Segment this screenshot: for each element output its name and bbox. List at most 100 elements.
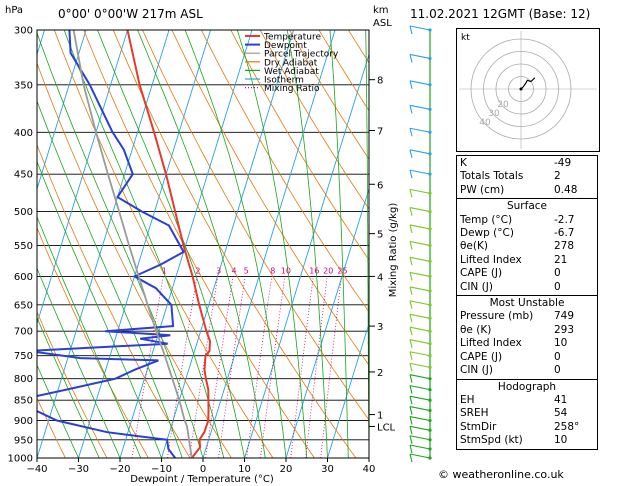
hodograph-indices-box: Hodograph EH 41 SREH 54 StmDir 258° StmSpd (kt… — [456, 379, 598, 450]
height-tick-label: 7 — [377, 126, 383, 137]
hodograph-index-row: EH 41 — [460, 394, 594, 407]
wind-barb — [409, 271, 431, 277]
mixing-ratio-line — [246, 276, 273, 458]
unstable-index-row: CAPE (J) 0 — [460, 351, 594, 364]
wind-barb-point — [428, 259, 432, 263]
wind-barb-point — [428, 172, 432, 176]
wind-barb — [409, 374, 431, 380]
wind-barb — [409, 169, 431, 175]
hodograph-index-row: SREH 54 — [460, 407, 594, 420]
unstable-index-label: CAPE (J) — [460, 350, 503, 363]
pressure-tick-label: 1000 — [8, 454, 33, 465]
surface-index-row: Lifted Index 21 — [460, 254, 594, 267]
wind-barb-flag — [409, 444, 413, 454]
x-tick-label: 10 — [238, 464, 251, 475]
wind-barb — [409, 104, 431, 110]
isotherm-line — [37, 30, 87, 191]
wind-barb — [409, 25, 431, 31]
basic-index-value: -49 — [554, 157, 572, 169]
dry-adiabat-line — [37, 226, 149, 458]
dry-adiabat-line — [171, 30, 369, 366]
wind-barb-flag — [409, 286, 413, 296]
wind-barb-flag — [409, 385, 413, 394]
pressure-tick-label: 450 — [14, 170, 33, 181]
isotherm-line — [37, 30, 170, 458]
wind-barb-flag — [409, 426, 413, 435]
wet-adiabat-line — [365, 30, 369, 458]
dry-adiabat-line — [37, 311, 108, 458]
wind-barb — [409, 416, 431, 422]
hodograph-index-row: StmDir 258° — [460, 421, 594, 434]
x-tick-label: 20 — [280, 464, 293, 475]
unstable-index-row: Pressure (mb) 749 — [460, 310, 594, 323]
dry-adiabat-line — [112, 30, 357, 458]
surface-index-row: CAPE (J) 0 — [460, 267, 594, 280]
height-tick-label: 3 — [377, 322, 383, 333]
hodograph-ring-label: 40 — [479, 118, 491, 128]
wind-barb-flag — [409, 224, 413, 234]
wind-barb-point — [428, 398, 432, 402]
wet-adiabat-line — [63, 30, 225, 458]
height-tick-label: 1 — [377, 411, 383, 422]
basic-index-row: K -49 — [460, 157, 594, 170]
hodograph-index-label: SREH — [460, 407, 489, 420]
wind-barb-point — [428, 83, 432, 87]
height-tick-label: 5 — [377, 230, 383, 241]
mixing-ratio-label: 5 — [244, 266, 249, 275]
hpa-unit-label: hPa — [5, 5, 23, 16]
wind-barb-point — [428, 354, 432, 358]
wind-barb-flag — [409, 170, 413, 179]
mixing-ratio-line — [189, 276, 219, 458]
wind-barb-point — [428, 377, 432, 381]
pressure-tick-label: 950 — [14, 435, 33, 446]
dry-adiabat-line — [142, 30, 369, 421]
mixing-ratio-label: 3 — [216, 266, 221, 275]
wind-barb-point — [428, 56, 432, 61]
wind-barb-point — [428, 191, 432, 195]
mixing-ratio-label: 10 — [281, 266, 291, 275]
hodograph-index-label: StmSpd (kt) — [460, 434, 523, 447]
wind-barb-flag — [409, 128, 413, 137]
legend-entry: Parcel Trajectory — [264, 50, 339, 60]
hodograph-ring-label: 20 — [497, 100, 509, 110]
dry-adiabat-line — [83, 30, 315, 458]
isotherm-line — [327, 321, 369, 458]
wind-barb — [409, 80, 431, 86]
wet-adiabat-line — [37, 267, 121, 458]
hodograph-index-label: EH — [460, 393, 475, 406]
pressure-tick-label: 900 — [14, 416, 33, 427]
wind-barb — [409, 405, 431, 412]
basic-index-label: K — [460, 157, 467, 169]
unstable-index-label: Lifted Index — [460, 337, 522, 350]
mixing-ratio-label: 16 — [309, 266, 319, 275]
pressure-tick-label: 650 — [14, 300, 33, 311]
hodograph-index-value: 54 — [554, 407, 568, 420]
hodograph-origin — [519, 87, 523, 91]
wind-barb-point — [428, 107, 432, 111]
height-tick-label: 8 — [377, 76, 383, 87]
wind-barb-point — [428, 274, 432, 279]
dry-adiabat-line — [37, 62, 232, 458]
indices-panel: K -49 Totals Totals 2 PW (cm) 0.48 Surface Te… — [456, 155, 598, 450]
legend-entry: Wet Adiabat — [264, 67, 319, 77]
wet-adiabat-line — [329, 30, 349, 458]
x-tick-label: −30 — [68, 464, 89, 475]
wind-barb — [409, 127, 431, 133]
wind-barb-point — [428, 316, 432, 320]
mixing-ratio-label: 1 — [162, 266, 167, 275]
dry-adiabat-line — [259, 30, 369, 210]
hodograph-index-value: 10 — [554, 434, 568, 447]
surface-index-row: θe(K) 278 — [460, 240, 594, 253]
wind-barb-flag — [409, 406, 413, 415]
wet-adiabat-line — [37, 364, 79, 458]
wet-adiabat-line — [286, 30, 328, 458]
mixing-ratio-line — [218, 276, 246, 458]
isotherm-line — [0, 6, 11, 459]
unstable-index-value: 10 — [554, 337, 568, 350]
mixing-ratio-line — [167, 276, 198, 458]
x-tick-label: −40 — [26, 464, 47, 475]
mixing-ratio-label: 20 — [323, 266, 333, 275]
datetime-title: 11.02.2021 12GMT (Base: 12) — [410, 7, 590, 21]
pressure-tick-label: 750 — [14, 351, 33, 362]
basic-index-label: Totals Totals — [460, 170, 524, 183]
